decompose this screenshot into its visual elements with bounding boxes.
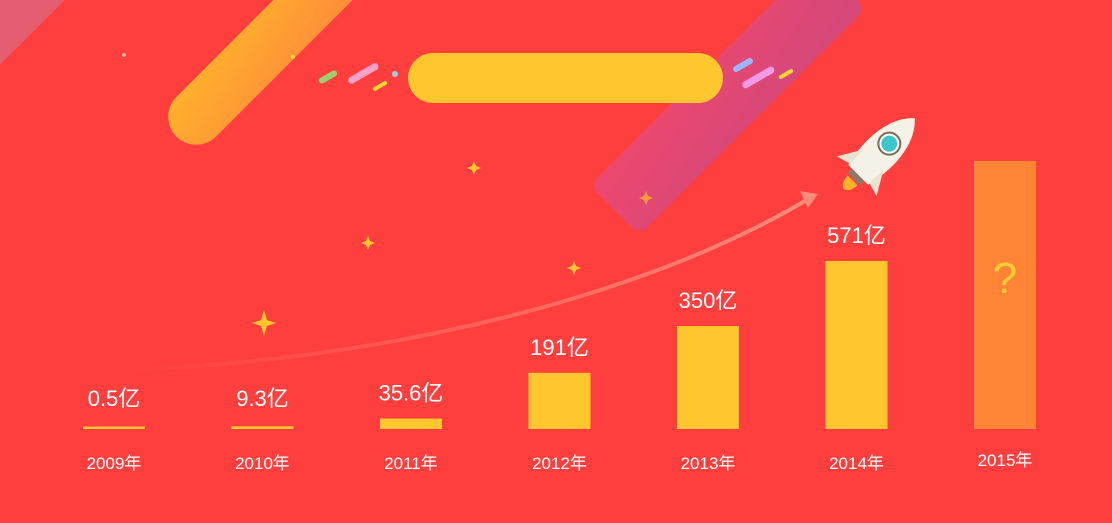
decor-stripe-right	[594, 0, 862, 231]
bar-2009年	[83, 426, 145, 429]
sparkle-icon	[639, 191, 653, 205]
sparkle-icon	[567, 261, 581, 275]
bar-series	[83, 161, 1036, 429]
bar-2013年	[677, 326, 739, 429]
decor-dot	[392, 71, 398, 77]
rocket-icon	[836, 118, 915, 197]
decor-dash	[778, 69, 794, 79]
x-tick-label: 2012年	[532, 454, 587, 473]
data-label-2013年: 350亿	[679, 288, 738, 313]
x-tick-label: 2009年	[87, 454, 142, 473]
decor-dash	[348, 63, 379, 84]
bar-2010年	[231, 426, 294, 429]
x-tick-label: 2013年	[681, 454, 736, 473]
sparkle-icon	[361, 236, 375, 250]
data-label-2010年: 9.3亿	[236, 386, 289, 411]
x-tick-label: 2010年	[235, 454, 290, 473]
bar-2012年	[528, 372, 591, 429]
decor-dash	[318, 70, 338, 84]
bar-2015年	[974, 161, 1036, 429]
growth-arrow-icon	[128, 191, 818, 372]
value-labels: 0.5亿 9.3亿 35.6亿 191亿 350亿 571亿?	[88, 223, 1018, 411]
decor-dot	[122, 53, 126, 57]
decor-dash	[372, 81, 388, 92]
x-tick-label: 2011年	[384, 454, 438, 473]
decor-dash	[742, 66, 775, 89]
bar-2014年	[825, 261, 888, 429]
data-label-2009年: 0.5亿	[88, 386, 141, 411]
data-label-2012年: 191亿	[530, 335, 589, 360]
banner-pill	[408, 53, 723, 103]
x-tick-label: 2015年	[978, 451, 1033, 470]
sparkle-icon	[467, 161, 481, 175]
data-label-2011年: 35.6亿	[379, 381, 444, 406]
sparkle-group	[252, 161, 653, 336]
background-decoration	[0, 0, 862, 231]
bar-2011年	[380, 418, 442, 429]
decor-stripe-orange	[168, 0, 383, 145]
x-axis-tick-labels: 2009年 2010年 2011年 2012年 2013年 2014年 2015年	[87, 451, 1033, 473]
sparkle-icon	[252, 310, 276, 336]
data-label-2014年: 571亿	[827, 223, 886, 248]
decor-dash	[733, 58, 753, 72]
decor-stripe-left	[0, 0, 138, 92]
x-tick-label: 2014年	[829, 454, 884, 473]
decor-dot	[291, 55, 295, 59]
data-label-2015年: ?	[993, 254, 1017, 303]
